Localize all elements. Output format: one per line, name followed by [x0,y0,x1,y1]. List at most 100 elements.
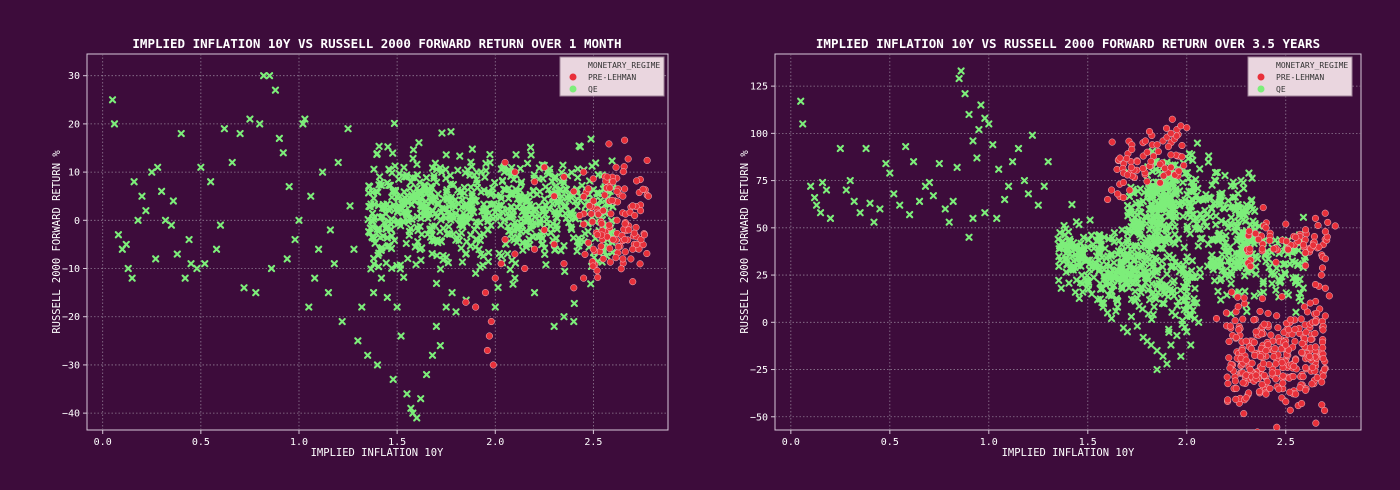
pre-lehman-point [462,298,470,306]
pre-lehman-point [1168,115,1176,123]
pre-lehman-point [1321,406,1329,415]
qe-point [1205,152,1213,160]
qe-point [551,207,559,215]
qe-point [1089,240,1097,249]
qe-point [1146,194,1154,202]
qe-point [473,222,481,230]
qe-point [1272,286,1280,294]
qe-point [539,175,547,183]
pre-lehman-point [1320,365,1329,373]
qe-point [1173,331,1181,340]
x-tick-label: 1.5 [1079,437,1097,448]
qe-point [428,250,436,258]
qe-point [1118,226,1126,234]
qe-point [1198,213,1206,222]
pre-lehman-point [1331,222,1339,230]
pre-lehman-point [603,173,611,181]
qe-point [1133,211,1141,219]
qe-point [375,142,383,150]
qe-point [457,229,466,237]
pre-lehman-point [607,210,615,218]
qe-point [522,227,530,236]
qe-point [1242,207,1250,215]
qe-point [228,158,236,167]
qe-point [442,214,450,222]
qe-point [1214,260,1222,268]
qe-point [495,213,504,221]
qe-point [488,189,496,197]
qe-point [440,205,448,214]
pre-lehman-point [619,168,627,176]
pre-lehman-point [1224,396,1232,404]
qe-point [411,243,419,251]
qe-point [1124,242,1132,251]
qe-point [446,171,455,180]
qe-point [1251,221,1259,229]
qe-point [1172,212,1180,220]
qe-point [344,125,352,133]
qe-point [382,259,390,267]
qe-point [1206,212,1214,221]
qe-point [434,190,442,198]
pre-lehman-point [1302,364,1310,372]
qe-point [479,261,487,269]
qe-point [1147,200,1156,208]
qe-point [387,226,395,234]
qe-point [1179,212,1187,220]
pre-lehman-point [1228,288,1236,296]
qe-point [1273,264,1281,272]
qe-point [1069,239,1078,247]
qe-point [376,178,384,187]
y-tick-label: 75 [756,176,768,187]
qe-point [484,257,492,266]
qe-point [365,182,374,191]
qe-point [961,90,969,98]
qe-point [511,274,519,282]
qe-point [1127,312,1135,321]
pre-lehman-point [1308,363,1317,371]
legend-title: MONETARY_REGIME [588,61,660,70]
pre-lehman-point [1232,384,1240,392]
qe-point [185,235,193,244]
qe-point [1159,263,1167,271]
qe-point [240,284,248,292]
qe-point [358,303,366,311]
qe-point [562,185,571,194]
y-tick-label: 30 [68,71,80,82]
qe-point [575,242,583,250]
pre-lehman-point [1256,307,1264,315]
pre-lehman-point [1223,373,1231,381]
qe-point [525,235,533,243]
pre-lehman-point [625,226,633,234]
qe-point [283,255,291,263]
x-ticks: 0.0 0.5 1.0 1.5 2.0 2.5 [782,430,1295,448]
qe-point [396,202,404,211]
qe-point [1139,267,1148,275]
pre-lehman-point [1272,360,1280,368]
qe-point [475,245,483,254]
qe-point [236,129,244,138]
qe-point [447,128,455,136]
qe-point [1117,282,1126,290]
qe-point [411,190,419,198]
qe-point [1214,287,1222,296]
qe-point [498,177,506,186]
qe-point [1148,290,1156,298]
qe-point [383,234,392,242]
qe-point [494,283,502,292]
qe-point [1083,256,1092,264]
qe-point [564,212,572,220]
qe-point [886,169,894,177]
qe-point [462,212,471,220]
qe-point [523,159,532,168]
qe-point [587,280,595,288]
pre-lehman-point [1167,163,1175,171]
qe-point [448,288,456,297]
qe-point [422,370,431,379]
qe-point [193,264,201,273]
pre-lehman-point [1270,353,1278,361]
qe-point [565,218,573,227]
qe-point [470,196,478,205]
qe-point [981,114,989,122]
y-ticks: −50 −25 0 25 50 75 100 125 [750,82,775,423]
